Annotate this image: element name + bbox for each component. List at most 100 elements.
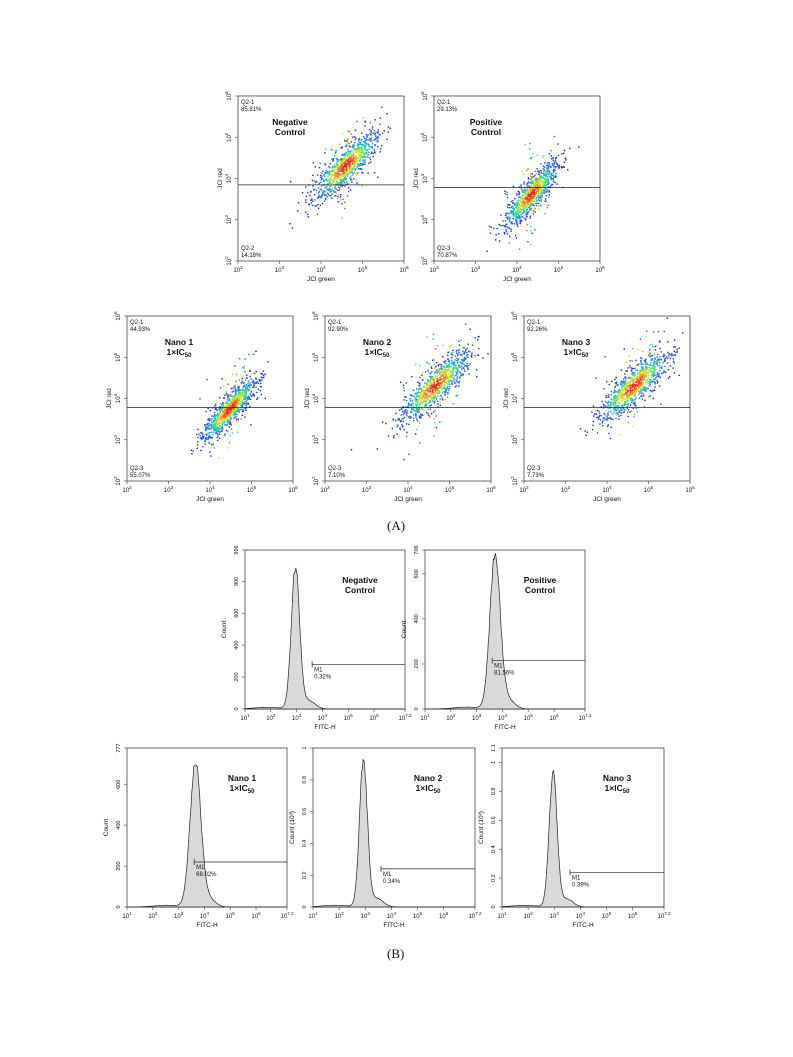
data-point — [335, 183, 337, 186]
data-point — [471, 344, 474, 346]
data-point — [250, 394, 252, 397]
data-point — [250, 391, 253, 393]
data-point — [202, 446, 204, 448]
data-point — [434, 389, 436, 392]
data-point — [519, 200, 521, 202]
data-point — [515, 216, 518, 219]
data-point — [653, 364, 655, 366]
data-point — [629, 388, 632, 390]
data-point — [451, 359, 453, 361]
data-point — [514, 234, 517, 237]
data-point — [642, 387, 645, 389]
data-point — [436, 379, 438, 381]
data-point — [613, 398, 615, 400]
data-point — [457, 361, 459, 363]
data-point — [433, 378, 435, 381]
data-point — [607, 404, 610, 406]
data-point — [520, 188, 523, 190]
data-point — [536, 200, 538, 202]
gate-name: M1 — [314, 667, 323, 673]
quadrant-percent: 7.10% — [328, 473, 346, 479]
data-point — [334, 166, 336, 168]
data-point — [531, 191, 533, 194]
data-point — [238, 396, 240, 399]
data-point — [397, 419, 399, 421]
data-point — [328, 194, 331, 197]
data-point — [629, 391, 631, 393]
data-point — [524, 217, 526, 220]
data-point — [437, 406, 439, 408]
data-point — [241, 393, 244, 396]
data-point — [460, 365, 463, 367]
data-point — [206, 424, 209, 426]
data-point — [535, 198, 537, 200]
data-point — [529, 215, 532, 218]
data-point — [434, 348, 437, 350]
data-point — [329, 170, 332, 173]
data-point — [225, 392, 228, 395]
data-point — [433, 435, 435, 437]
data-point — [636, 380, 638, 382]
data-point — [360, 132, 363, 134]
data-point — [621, 404, 623, 406]
data-point — [429, 379, 432, 381]
data-point — [531, 176, 533, 178]
data-point — [552, 169, 555, 172]
data-point — [368, 139, 370, 141]
data-point — [329, 162, 332, 165]
data-point — [219, 428, 221, 430]
data-point — [253, 384, 255, 387]
data-point — [430, 387, 432, 389]
data-point — [464, 364, 467, 367]
data-point — [362, 159, 365, 161]
y-axis-label: JCl red — [503, 388, 510, 409]
data-point — [346, 130, 349, 132]
data-point — [439, 363, 441, 366]
data-point — [256, 380, 258, 383]
data-point — [448, 387, 450, 390]
data-point — [528, 204, 530, 206]
data-point — [644, 381, 647, 384]
data-point — [536, 202, 538, 204]
data-point — [656, 363, 658, 365]
data-point — [628, 389, 630, 391]
data-point — [644, 386, 647, 388]
data-point — [255, 350, 257, 353]
data-point — [237, 402, 239, 405]
data-point — [215, 422, 218, 424]
data-point — [541, 177, 544, 179]
data-point — [369, 122, 371, 124]
data-point — [353, 165, 356, 168]
data-point — [471, 352, 473, 354]
x-tick-label: 104 — [512, 265, 522, 274]
data-point — [602, 403, 605, 405]
data-point — [234, 401, 236, 404]
data-point — [526, 185, 528, 187]
data-point — [601, 420, 604, 422]
data-point — [614, 391, 616, 393]
data-point — [351, 168, 354, 170]
data-point — [208, 422, 210, 425]
data-point — [512, 202, 515, 204]
data-point — [234, 393, 237, 395]
data-point — [445, 374, 448, 376]
data-point — [534, 178, 537, 180]
data-point — [359, 147, 361, 150]
data-point — [663, 353, 665, 356]
data-point — [659, 358, 661, 360]
data-point — [362, 135, 365, 138]
quadrant-name: Q2-1 — [527, 320, 541, 326]
data-point — [640, 384, 642, 387]
x-axis-label: FITC-H — [314, 724, 336, 731]
data-point — [325, 170, 328, 172]
data-point — [555, 161, 557, 163]
data-point — [246, 387, 248, 390]
data-point — [334, 172, 336, 175]
y-tick-label: 105 — [224, 132, 233, 142]
data-point — [418, 396, 420, 398]
data-point — [523, 189, 526, 191]
data-point — [533, 199, 536, 201]
data-point — [245, 393, 247, 396]
data-point — [373, 152, 376, 154]
data-point — [616, 414, 619, 416]
